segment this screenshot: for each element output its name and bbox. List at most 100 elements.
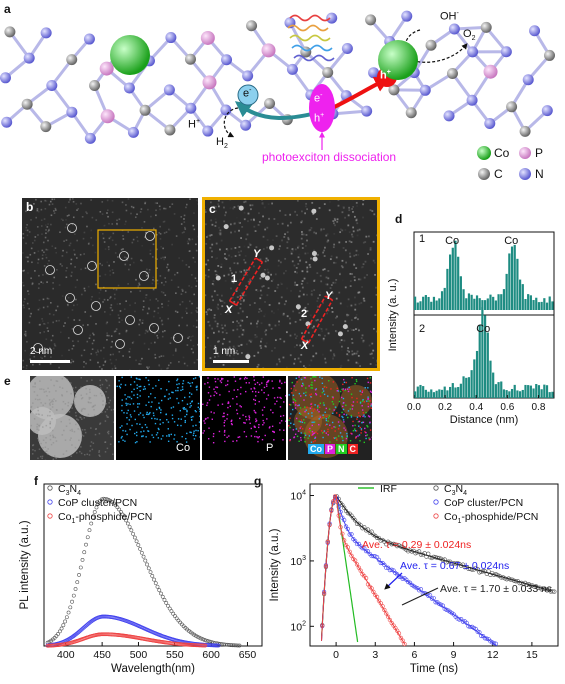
element-dot (146, 411, 148, 414)
noise-speck (238, 246, 241, 248)
noise-speck (173, 213, 176, 215)
overlay-dot (349, 388, 351, 390)
noise-speck (286, 247, 289, 249)
noise-speck (58, 366, 60, 369)
element-dot (177, 389, 179, 392)
noise-speck (183, 362, 186, 365)
noise-speck (233, 262, 236, 265)
element-dot (126, 416, 128, 419)
overlay-dot (350, 393, 353, 395)
element-dot (158, 428, 160, 431)
lattice-atom (368, 67, 380, 79)
noise-speck (23, 301, 25, 303)
noise-speck (103, 298, 106, 301)
noise-speck (31, 282, 34, 285)
noise-speck (39, 348, 42, 350)
element-dot (133, 410, 136, 412)
noise-speck (41, 318, 43, 320)
noise-speck (163, 330, 166, 332)
noise-speck (152, 279, 154, 281)
noise-speck (86, 340, 89, 343)
noise-speck (266, 294, 269, 297)
noise-speck (284, 214, 287, 216)
noise-speck (351, 233, 353, 236)
element-dot (139, 378, 141, 381)
noise-speck (53, 212, 56, 214)
noise-speck (77, 428, 79, 430)
noise-speck (223, 220, 226, 223)
noise-speck (55, 380, 58, 382)
bright-atom (245, 354, 251, 360)
element-dot (163, 395, 166, 398)
noise-speck (224, 257, 226, 259)
noise-speck (108, 222, 110, 225)
noise-speck (332, 220, 335, 222)
single-atom-circle (33, 343, 43, 353)
element-dot (166, 435, 168, 437)
noise-speck (152, 256, 154, 258)
noise-speck (45, 338, 48, 341)
noise-speck (45, 200, 48, 202)
noise-speck (22, 270, 25, 272)
element-dot (203, 430, 205, 432)
overlay-dot (359, 390, 361, 392)
overlay-dot (362, 415, 364, 418)
noise-speck (160, 281, 163, 284)
chart-f-point (105, 497, 109, 502)
overlay-dot (367, 381, 369, 384)
overlay-dot (359, 440, 361, 442)
noise-speck (238, 288, 241, 291)
noise-speck (216, 294, 219, 296)
noise-speck (98, 450, 101, 452)
noise-speck (32, 449, 34, 451)
noise-speck (139, 211, 142, 213)
overlay-dot (345, 414, 348, 416)
element-dot (263, 422, 265, 424)
noise-speck (76, 257, 78, 259)
noise-speck (293, 264, 296, 267)
noise-speck (301, 233, 303, 236)
chart-f-point (57, 629, 62, 634)
element-dot (271, 425, 274, 428)
single-atom-circle (115, 339, 125, 349)
element-dot (126, 412, 128, 414)
profile-bar (527, 294, 530, 310)
overlay-dot (308, 431, 311, 433)
noise-speck (184, 291, 187, 294)
noise-speck (79, 428, 82, 431)
noise-speck (153, 310, 156, 313)
noise-speck (23, 269, 25, 272)
noise-speck (125, 220, 127, 223)
noise-speck (228, 254, 230, 257)
noise-speck (101, 383, 104, 386)
noise-speck (36, 208, 39, 210)
element-dot (158, 402, 160, 404)
chart-f-point (159, 591, 163, 596)
noise-speck (127, 198, 130, 200)
noise-speck (48, 203, 51, 206)
noise-speck (236, 349, 238, 352)
overlay-dot (337, 435, 340, 437)
hole-text: h+ (380, 69, 391, 82)
noise-speck (86, 453, 89, 456)
noise-speck (312, 344, 314, 347)
lattice-atom (529, 25, 541, 37)
noise-speck (37, 457, 39, 460)
noise-speck (29, 354, 31, 356)
noise-speck (204, 206, 207, 209)
noise-speck (89, 388, 91, 391)
element-dot (173, 421, 176, 423)
noise-speck (160, 355, 163, 357)
noise-speck (91, 448, 94, 451)
noise-speck (237, 312, 240, 315)
noise-speck (257, 223, 260, 226)
noise-speck (58, 284, 61, 286)
overlay-dot (367, 396, 369, 398)
noise-speck (358, 329, 360, 332)
noise-speck (111, 309, 114, 312)
noise-speck (48, 391, 51, 393)
noise-speck (308, 368, 311, 370)
element-dot (251, 390, 254, 393)
noise-speck (80, 397, 83, 400)
